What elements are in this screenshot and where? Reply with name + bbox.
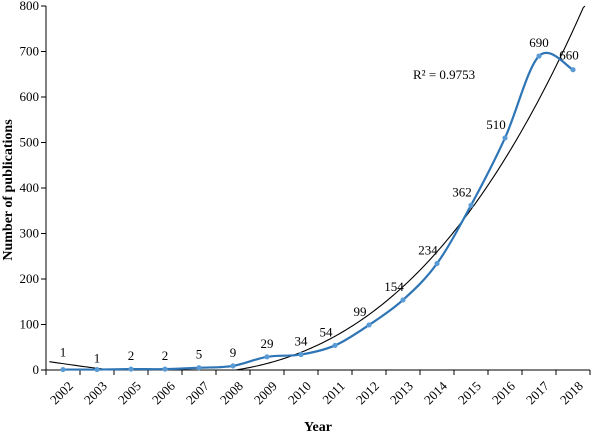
data-label: 234 [418, 243, 438, 258]
data-label: 154 [384, 279, 404, 294]
series-point [128, 366, 134, 372]
data-label: 1 [60, 345, 67, 360]
polynomial-trendline [49, 5, 586, 371]
x-tick-label: 2008 [217, 378, 246, 407]
x-tick-label: 2011 [319, 378, 348, 407]
data-label: 362 [452, 184, 472, 199]
x-tick-label: 2013 [387, 378, 416, 407]
data-label: 510 [486, 117, 506, 132]
series-point [264, 354, 270, 360]
series-point [162, 366, 168, 372]
y-tick-label: 400 [20, 180, 40, 195]
series-point [570, 67, 576, 73]
data-labels-layer: 1 1 2 2 5 9 29 34 54 99 154 234 362 510 690 660 [60, 35, 579, 365]
series-point [468, 202, 474, 208]
x-tick-label: 2017 [523, 378, 552, 407]
x-tick-label: 2018 [557, 378, 586, 407]
x-tick-label: 2003 [81, 378, 110, 407]
data-label: 690 [529, 35, 549, 50]
x-axis: 2002 2003 2005 2006 2007 2008 2009 2010 2011 2012… [45, 369, 591, 407]
y-tick-label: 800 [20, 0, 40, 13]
data-label: 99 [354, 304, 367, 319]
data-label: 34 [295, 334, 309, 349]
data-label: 1 [94, 351, 101, 366]
x-tick-label: 2012 [353, 378, 382, 407]
data-label: 29 [261, 336, 274, 351]
series-point [230, 363, 236, 369]
trendline-layer [49, 5, 586, 371]
data-label: 2 [128, 348, 135, 363]
series-point [366, 322, 372, 328]
series-point [400, 297, 406, 303]
x-tick-label: 2007 [183, 378, 212, 407]
data-label: 2 [162, 348, 169, 363]
x-tick-label: 2009 [251, 378, 280, 407]
data-label: 5 [196, 347, 203, 362]
series-point [502, 135, 508, 141]
data-label: 54 [320, 324, 334, 339]
y-tick-label: 100 [20, 317, 40, 332]
x-tick-label: 2002 [47, 378, 76, 407]
x-tick-label: 2010 [285, 378, 314, 407]
x-tick-label: 2015 [455, 378, 484, 407]
y-tick-label: 300 [20, 226, 40, 241]
series-layer [60, 51, 576, 373]
y-tick-label: 500 [20, 135, 40, 150]
publications-series-line [62, 51, 574, 371]
series-point [94, 366, 100, 373]
data-label: 660 [559, 48, 579, 63]
y-tick-label: 700 [20, 44, 40, 59]
series-point [332, 342, 338, 349]
x-tick-label: 2005 [115, 378, 144, 407]
x-tick-label: 2016 [489, 378, 518, 407]
y-tick-label: 0 [33, 362, 40, 377]
series-point [434, 260, 440, 267]
series-point [196, 365, 202, 371]
y-tick-label: 600 [20, 89, 40, 104]
x-tick-label: 2006 [149, 378, 178, 407]
y-axis: 0 100 200 300 400 500 600 700 800 [20, 0, 47, 377]
series-point [60, 366, 66, 373]
y-axis-title: Number of publications [1, 119, 16, 261]
r-squared-label: R² = 0.9753 [413, 67, 475, 82]
x-axis-title: Year [304, 420, 332, 435]
series-point [536, 53, 542, 59]
x-tick-label: 2014 [421, 378, 450, 407]
y-tick-label: 200 [20, 271, 40, 286]
data-label: 9 [230, 345, 237, 360]
series-point [298, 351, 304, 358]
